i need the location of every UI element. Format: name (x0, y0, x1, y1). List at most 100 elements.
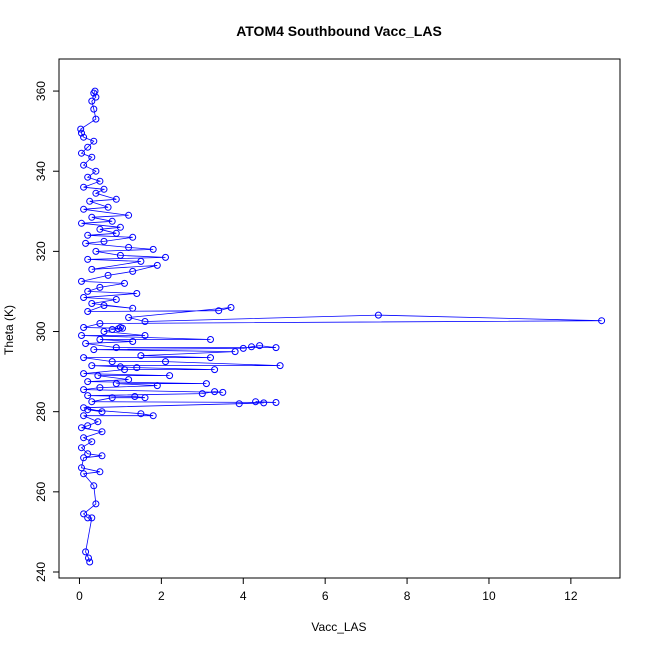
data-point (153, 261, 161, 269)
data-point (202, 380, 210, 388)
data-point (78, 277, 85, 285)
y-tick-label: 340 (34, 161, 48, 181)
data-point (80, 404, 88, 412)
data-point (215, 307, 223, 315)
data-point (80, 205, 88, 213)
data-point (239, 344, 247, 352)
data-point (116, 223, 124, 231)
data-point (100, 185, 108, 193)
data-point (137, 352, 145, 360)
data-point (125, 376, 133, 384)
data-point (198, 390, 206, 398)
data-point (141, 332, 149, 339)
data-point (94, 418, 102, 426)
data-point (88, 153, 96, 161)
data-point (88, 362, 96, 370)
y-axis-label: Theta (K) (2, 305, 16, 355)
data-point (272, 399, 280, 406)
data-point (80, 161, 88, 169)
x-tick-label: 10 (482, 589, 496, 603)
data-point (141, 394, 149, 402)
data-point (84, 392, 92, 400)
data-point (78, 219, 85, 227)
data-point (80, 434, 88, 442)
data-point (96, 336, 104, 343)
data-point (78, 332, 85, 339)
data-point (149, 412, 157, 420)
data-point (98, 452, 106, 460)
data-point (82, 239, 90, 247)
data-point (211, 366, 219, 374)
data-point (137, 410, 145, 418)
data-point (84, 255, 92, 263)
data-point (98, 428, 106, 436)
data-point (162, 253, 169, 261)
data-point (88, 265, 96, 273)
data-point (84, 308, 92, 315)
data-point (131, 393, 139, 400)
x-tick-label: 12 (564, 589, 578, 603)
data-point (96, 468, 104, 476)
data-point (104, 203, 112, 211)
data-point (98, 408, 106, 416)
data-point (78, 424, 85, 432)
data-point (84, 514, 92, 522)
data-point (153, 382, 161, 390)
data-point (100, 302, 108, 309)
data-point (129, 233, 137, 241)
y-tick-label: 360 (34, 81, 48, 101)
data-point (96, 384, 104, 392)
data-point (272, 344, 280, 352)
data-point (88, 438, 96, 446)
data-point (80, 324, 88, 331)
x-tick-label: 4 (240, 589, 247, 603)
data-point (92, 115, 100, 123)
data-point (94, 372, 102, 380)
data-point (231, 348, 239, 356)
data-point (112, 344, 120, 352)
data-point (125, 314, 133, 321)
data-point (90, 137, 98, 145)
data-point (84, 173, 92, 181)
data-point (80, 183, 88, 191)
data-point (129, 338, 137, 345)
y-tick-label: 280 (34, 401, 48, 421)
data-point (125, 211, 133, 219)
data-point (112, 296, 120, 303)
data-point (207, 336, 214, 343)
data-point (90, 482, 98, 490)
data-point (119, 324, 126, 332)
data-point (80, 354, 88, 362)
data-point (96, 225, 104, 233)
data-point (84, 422, 92, 430)
y-tick-label: 260 (34, 482, 48, 502)
data-point (137, 257, 145, 265)
data-point (116, 363, 124, 371)
y-tick-label: 300 (34, 321, 48, 341)
data-point (90, 346, 98, 354)
data-point (78, 149, 85, 157)
data-point (90, 105, 98, 113)
data-point (78, 129, 85, 137)
data-series (77, 87, 606, 566)
data-point (227, 304, 235, 311)
data-point (96, 320, 104, 327)
data-point (92, 500, 100, 508)
data-point (252, 398, 260, 406)
x-axis-label: Vacc_LAS (311, 620, 366, 634)
x-tick-label: 8 (404, 589, 411, 603)
data-point (80, 454, 88, 462)
data-point (78, 444, 85, 452)
data-point (149, 245, 157, 253)
data-point (162, 358, 169, 366)
data-point (598, 317, 606, 325)
data-point (85, 554, 92, 562)
data-point (112, 195, 120, 203)
data-point (80, 470, 88, 478)
data-point (88, 514, 96, 522)
plot-frame (58, 58, 621, 579)
data-point (116, 251, 124, 259)
data-point (129, 267, 137, 275)
y-tick-label: 320 (34, 241, 48, 261)
